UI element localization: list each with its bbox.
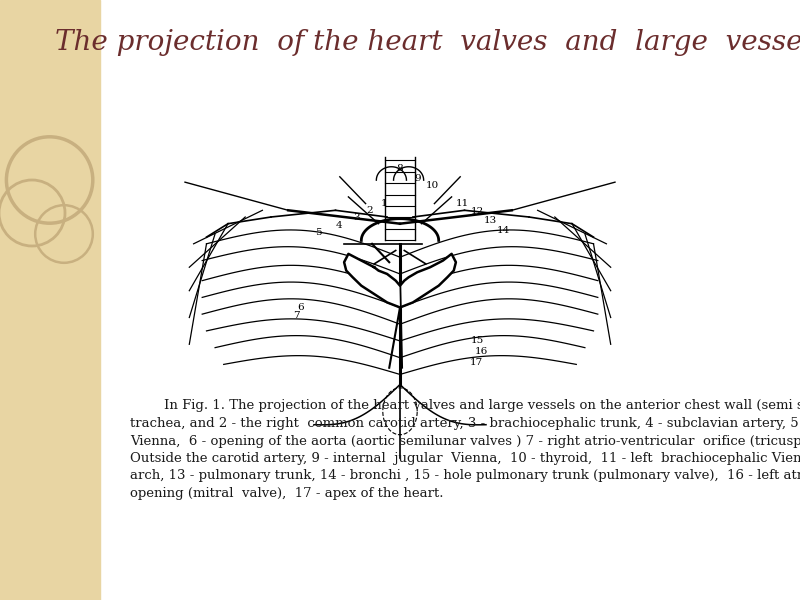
Text: 6: 6 [297,303,303,312]
Text: 4: 4 [336,221,342,230]
Text: 12: 12 [470,208,484,217]
Text: The projection  of the heart  valves  and  large  vessels: The projection of the heart valves and l… [54,28,800,55]
Text: 15: 15 [470,337,484,346]
Text: 5: 5 [315,227,322,236]
Text: 7: 7 [293,311,299,320]
Text: 9: 9 [414,174,421,183]
Text: 16: 16 [475,346,488,355]
Text: 3: 3 [354,212,360,221]
Text: 8: 8 [397,164,403,173]
Text: 11: 11 [456,199,469,208]
Polygon shape [344,254,456,307]
Bar [0,0,100,600]
Text: 13: 13 [484,216,497,225]
Text: In Fig. 1. The projection of the heart valves and large vessels on the anterior : In Fig. 1. The projection of the heart v… [130,400,800,500]
Text: 17: 17 [470,358,483,367]
Text: 2: 2 [366,206,374,215]
Text: 14: 14 [497,226,510,235]
Text: 1: 1 [381,199,387,208]
Text: 10: 10 [426,181,439,190]
